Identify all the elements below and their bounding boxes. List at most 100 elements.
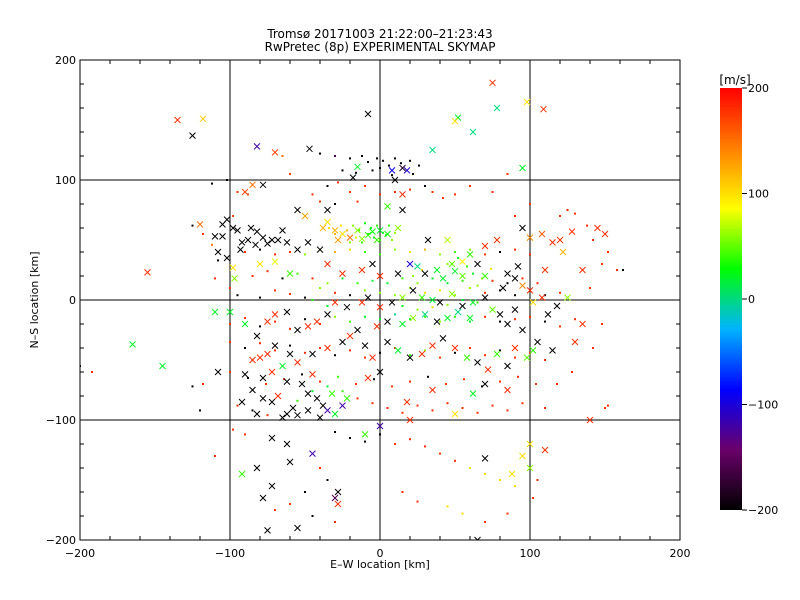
data-point-dot <box>326 385 329 388</box>
data-point-dot <box>412 173 414 175</box>
data-point-dot <box>401 305 404 307</box>
data-point-dot <box>341 169 344 172</box>
data-point-dot <box>355 383 357 385</box>
data-point-cross <box>283 308 291 316</box>
data-point-dot <box>349 248 351 251</box>
data-point-cross <box>369 228 376 235</box>
data-point-cross <box>399 164 406 172</box>
data-point-cross <box>189 132 196 139</box>
data-point-dot <box>349 157 351 160</box>
data-point-cross <box>301 212 309 220</box>
data-point-dot <box>319 152 321 155</box>
data-point-dot <box>388 224 390 227</box>
data-point-cross <box>229 224 237 232</box>
data-point-cross <box>279 414 286 421</box>
data-point-cross <box>223 254 231 262</box>
data-point-cross <box>354 163 361 171</box>
data-point-dot <box>446 263 449 265</box>
data-point-cross <box>534 338 541 346</box>
data-point-dot <box>274 289 276 292</box>
data-point-dot <box>571 371 573 373</box>
data-point-dot <box>364 356 366 359</box>
data-point-cross <box>474 536 481 540</box>
data-point-dot <box>439 452 441 455</box>
data-point-dot <box>373 378 375 381</box>
data-point-cross <box>313 395 321 402</box>
data-point-cross <box>451 117 459 125</box>
data-point-cross <box>526 440 534 448</box>
data-point-cross <box>403 398 411 406</box>
data-point-dot <box>394 157 396 160</box>
data-point-dot <box>517 375 519 378</box>
data-point-dot <box>499 320 501 323</box>
data-point-cross <box>286 350 294 358</box>
data-point-cross <box>504 270 511 277</box>
data-point-dot <box>484 291 486 294</box>
data-point-cross <box>369 260 376 268</box>
data-point-dot <box>386 407 389 409</box>
data-point-cross <box>399 320 406 328</box>
data-point-dot <box>556 383 558 385</box>
data-point-dot <box>379 193 381 196</box>
data-point-cross <box>358 235 366 243</box>
data-point-cross <box>559 248 567 256</box>
data-point-cross <box>496 311 504 318</box>
data-point-dot <box>454 251 456 253</box>
data-point-dot <box>454 315 456 318</box>
data-point-dot <box>211 182 213 185</box>
data-point-dot <box>361 155 363 157</box>
data-point-cross <box>286 270 294 277</box>
data-point-dot <box>412 275 414 277</box>
data-point-cross <box>511 275 519 282</box>
data-point-cross <box>564 294 571 301</box>
data-point-cross <box>331 494 339 502</box>
data-point-cross <box>264 350 271 358</box>
data-point-cross <box>331 299 339 306</box>
data-point-cross <box>346 234 354 241</box>
data-point-dot <box>439 289 441 292</box>
colorbar-tick-label: 200 <box>748 82 769 95</box>
data-point-cross <box>309 450 316 457</box>
data-point-cross <box>544 311 552 318</box>
data-point-dot <box>356 397 359 400</box>
data-point-dot <box>461 279 464 282</box>
data-point-dot <box>274 320 276 323</box>
data-point-dot <box>319 380 321 383</box>
data-point-cross <box>519 282 526 289</box>
data-point-cross <box>364 294 372 301</box>
data-point-dot <box>334 203 336 205</box>
data-point-cross <box>484 366 492 373</box>
data-point-dot <box>304 491 306 493</box>
data-point-cross <box>514 263 522 270</box>
data-point-cross <box>253 228 261 235</box>
data-point-cross <box>429 342 436 349</box>
data-point-dot <box>472 272 474 275</box>
data-point-cross <box>391 176 399 184</box>
data-point-cross <box>469 128 477 136</box>
data-point-dot <box>431 409 434 412</box>
data-point-dot <box>439 320 441 323</box>
data-point-cross <box>376 272 384 280</box>
data-point-cross <box>294 206 301 214</box>
data-point-cross <box>451 344 459 352</box>
data-point-cross <box>448 290 456 298</box>
data-point-cross <box>541 266 549 274</box>
data-point-cross <box>421 270 429 277</box>
data-point-dot <box>574 212 576 215</box>
data-point-cross <box>394 347 402 354</box>
data-point-dot <box>265 383 267 385</box>
data-point-dot <box>379 351 381 354</box>
data-point-cross <box>444 236 451 244</box>
data-point-dot <box>476 301 479 304</box>
data-point-dot <box>484 315 486 318</box>
data-point-dot <box>386 282 389 285</box>
y-tick-label: −100 <box>46 414 76 427</box>
y-tick-label: 200 <box>55 54 76 67</box>
data-point-cross <box>519 452 526 460</box>
data-point-dot <box>416 404 419 407</box>
data-point-cross <box>294 524 301 532</box>
data-point-dot <box>461 407 464 409</box>
data-point-dot <box>229 323 231 325</box>
data-point-cross <box>493 350 501 358</box>
data-point-dot <box>484 253 486 256</box>
